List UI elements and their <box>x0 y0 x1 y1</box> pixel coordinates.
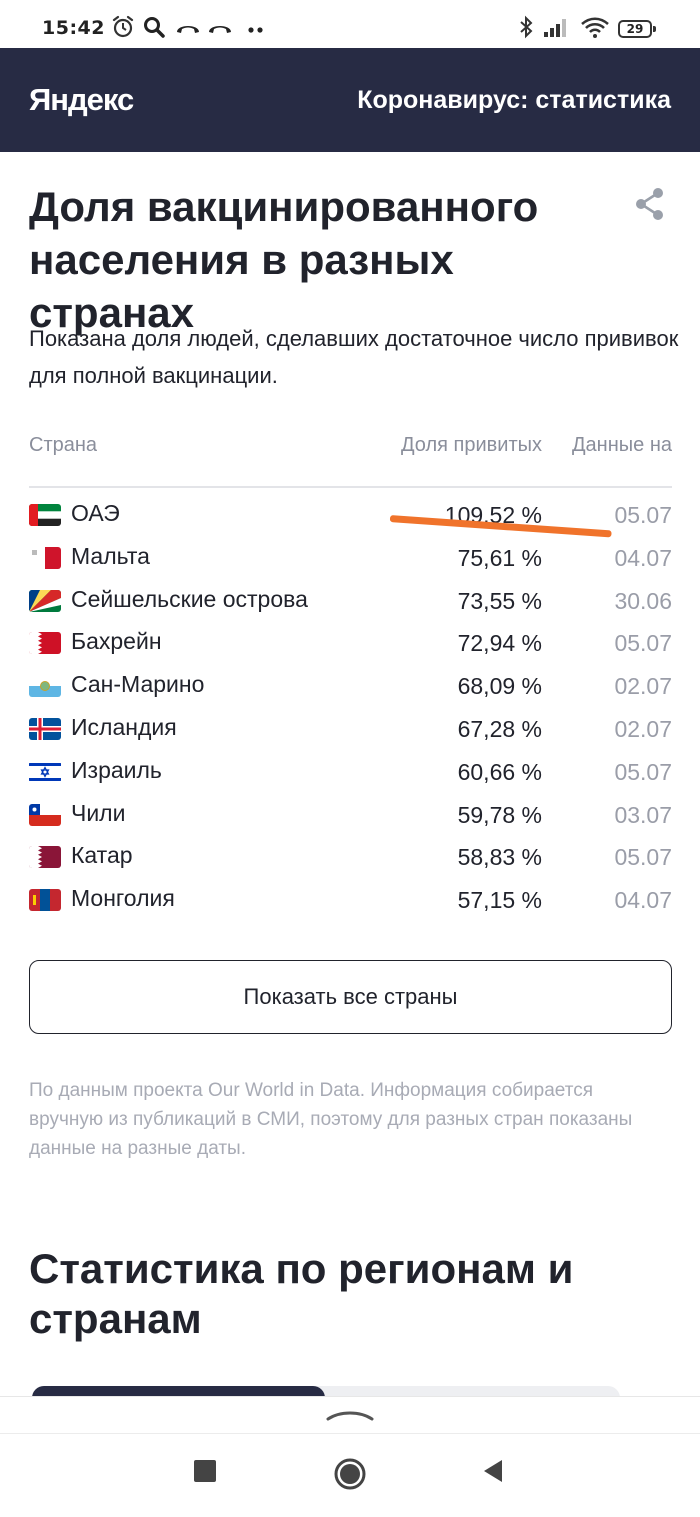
table-row: Сан-Марино 68,09 % 02.07 <box>29 663 672 706</box>
browser-bottom-bar <box>0 1396 700 1434</box>
country-name: Сейшельские острова <box>71 585 308 612</box>
show-all-countries-button[interactable]: Показать все страны <box>29 960 672 1034</box>
date-value: 04.07 <box>614 544 672 571</box>
yandex-logo[interactable]: Яндекс <box>29 82 134 117</box>
country-name: Монголия <box>71 885 175 912</box>
country-name: Исландия <box>71 713 177 740</box>
flag-qatar-icon <box>29 846 61 869</box>
share-value: 67,28 % <box>457 715 542 742</box>
date-value: 30.06 <box>614 587 672 614</box>
table-row: Монголия 57,15 % 04.07 <box>29 877 672 920</box>
app-header <box>0 48 700 152</box>
column-header-date[interactable]: Данные на <box>572 434 672 456</box>
country-name: Катар <box>71 842 133 869</box>
bluetooth-icon <box>520 15 533 39</box>
missed-call-icon <box>177 26 199 33</box>
table-row: Исландия 67,28 % 02.07 <box>29 706 672 749</box>
table-row: Мальта 75,61 % 04.07 <box>29 535 672 578</box>
share-value: 58,83 % <box>457 844 542 871</box>
table-row: Сейшельские острова 73,55 % 30.06 <box>29 578 672 621</box>
country-name: Чили <box>71 799 126 826</box>
flag-iceland-icon <box>29 717 61 740</box>
regions-section-title: Статистика по регионам и странам <box>29 1245 574 1342</box>
system-nav-bar <box>0 1434 700 1517</box>
status-bar: 15:42 29 <box>0 0 700 48</box>
country-name: Сан-Марино <box>71 671 205 698</box>
country-name: Бахрейн <box>71 628 162 655</box>
date-value: 02.07 <box>614 715 672 742</box>
table-header: Страна Доля привитых Данные на <box>29 434 672 488</box>
status-time: 15:42 <box>42 17 105 39</box>
header-title[interactable]: Коронавирус: статистика <box>357 86 671 114</box>
date-value: 05.07 <box>614 758 672 785</box>
date-value: 05.07 <box>614 630 672 657</box>
flag-san-marino-icon <box>29 675 61 698</box>
flag-uae-icon <box>29 504 61 526</box>
date-value: 05.07 <box>614 502 672 528</box>
flag-bahrain-icon <box>29 632 61 655</box>
more-dots-icon <box>248 27 263 33</box>
column-header-share[interactable]: Доля привитых <box>401 434 542 456</box>
share-value: 75,61 % <box>457 544 542 571</box>
flag-mongolia-icon <box>29 889 61 912</box>
signal-icon <box>544 19 566 37</box>
column-header-country[interactable]: Страна <box>29 434 98 456</box>
table-row: Бахрейн 72,94 % 05.07 <box>29 620 672 663</box>
nav-back-icon[interactable] <box>480 1458 506 1484</box>
chevron-up-icon[interactable] <box>326 1405 374 1425</box>
nav-home-icon[interactable] <box>332 1456 368 1492</box>
flag-chile-icon <box>29 803 61 826</box>
search-icon <box>144 17 165 38</box>
share-value: 72,94 % <box>457 630 542 657</box>
vaccination-table: ОАЭ 109,52 % 05.07 Мальта 75,61 % 04.07 … <box>29 492 672 920</box>
country-name: Израиль <box>71 756 162 783</box>
share-value: 59,78 % <box>457 801 542 828</box>
battery-icon: 29 <box>618 20 656 38</box>
table-row: Чили 59,78 % 03.07 <box>29 792 672 835</box>
country-name: Мальта <box>71 542 150 569</box>
share-value: 57,15 % <box>457 887 542 914</box>
flag-seychelles-icon <box>29 589 61 612</box>
date-value: 03.07 <box>614 801 672 828</box>
date-value: 04.07 <box>614 887 672 914</box>
date-value: 02.07 <box>614 673 672 700</box>
share-icon[interactable] <box>632 184 668 224</box>
share-value: 68,09 % <box>457 673 542 700</box>
date-value: 05.07 <box>614 844 672 871</box>
flag-israel-icon <box>29 760 61 783</box>
table-row: Катар 58,83 % 05.07 <box>29 834 672 877</box>
table-row: Израиль 60,66 % 05.07 <box>29 749 672 792</box>
flag-malta-icon <box>29 546 61 569</box>
share-value: 60,66 % <box>457 758 542 785</box>
vaccination-section-title: Доля вакцинированного населения в разных… <box>29 183 539 336</box>
nav-recents-icon[interactable] <box>192 1458 218 1484</box>
missed-call-icon <box>209 26 231 33</box>
vaccination-intro: Показана доля людей, сделавших достаточн… <box>29 326 679 388</box>
wifi-icon <box>581 17 609 38</box>
share-value: 73,55 % <box>457 587 542 614</box>
alarm-icon <box>112 15 134 38</box>
source-note: По данным проекта Our World in Data. Инф… <box>29 1080 633 1159</box>
country-name: ОАЭ <box>71 500 120 526</box>
